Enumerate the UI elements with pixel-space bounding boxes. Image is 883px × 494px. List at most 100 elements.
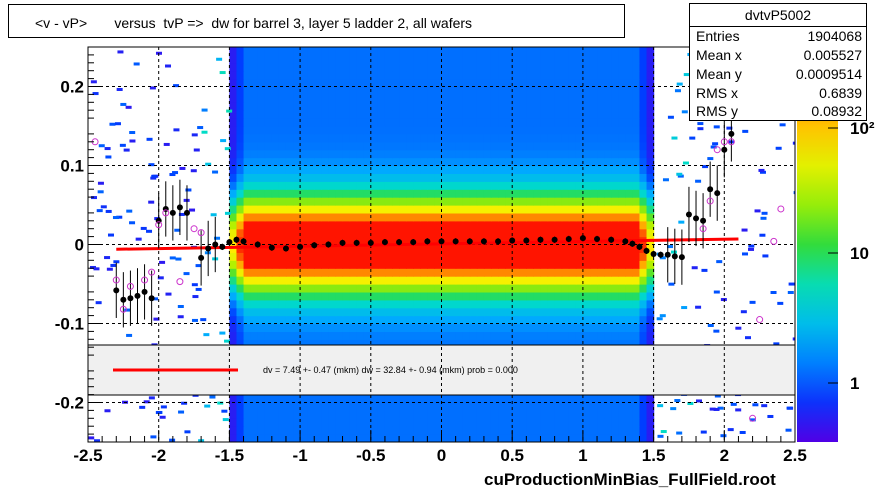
heatmap-cell [314, 94, 322, 103]
heatmap-cell [589, 133, 598, 143]
heatmap-cell [498, 62, 506, 72]
heatmap-cell [293, 339, 301, 348]
heatmap-cell [512, 181, 520, 190]
profile-point [254, 241, 261, 248]
heatmap-cell [597, 189, 605, 198]
heatmap-cell [148, 163, 155, 167]
heatmap-cell [512, 212, 520, 222]
heatmap-cell [191, 133, 198, 137]
heatmap-cell [597, 228, 605, 238]
heatmap-cell [264, 236, 273, 246]
heatmap-cell [476, 426, 485, 435]
heatmap-cell [498, 205, 506, 214]
heatmap-cell [278, 339, 287, 348]
heatmap-cell [526, 197, 535, 206]
heatmap-cell [632, 157, 641, 167]
heatmap-cell [448, 133, 457, 143]
heatmap-cell [483, 402, 492, 411]
heatmap-cell [561, 426, 570, 435]
heatmap-cell [519, 205, 527, 214]
heatmap-cell [293, 165, 301, 174]
heatmap-cell [677, 174, 684, 178]
heatmap-cell [264, 394, 273, 404]
heatmap-cell [427, 78, 436, 88]
heatmap-cell [307, 118, 315, 127]
heatmap-cell [575, 181, 584, 190]
heatmap-cell [392, 181, 400, 190]
heatmap-cell [169, 438, 176, 442]
heatmap-cell [250, 173, 259, 182]
heatmap-cell [392, 307, 400, 317]
heatmap-cell [321, 189, 329, 198]
heatmap-cell [271, 244, 280, 253]
heatmap-cell [554, 244, 563, 253]
heatmap-cell [519, 173, 527, 182]
heatmap-cell [420, 126, 428, 135]
heatmap-cell [582, 189, 591, 198]
heatmap-cell [384, 197, 393, 206]
heatmap-cell [427, 141, 436, 151]
heatmap-cell [321, 181, 329, 190]
heatmap-cell [476, 315, 485, 325]
heatmap-cell [483, 94, 492, 103]
heatmap-cell [589, 197, 598, 206]
heatmap-cell [314, 394, 322, 404]
heatmap-cell [264, 307, 273, 317]
heatmap-cell [561, 339, 570, 348]
heatmap-cell [490, 165, 499, 174]
heatmap-cell [243, 126, 252, 135]
heatmap-cell [455, 339, 464, 348]
heatmap-cell [264, 86, 273, 95]
heatmap-cell [568, 133, 577, 143]
heatmap-cell [639, 331, 648, 340]
heatmap-cell [285, 118, 294, 127]
heatmap-cell [370, 197, 379, 206]
heatmap-cell [285, 426, 294, 435]
heatmap-cell [547, 244, 556, 253]
heatmap-cell [597, 197, 605, 206]
heatmap-cell [441, 86, 450, 95]
heatmap-cell [639, 102, 648, 111]
heatmap-cell [149, 86, 156, 90]
heatmap-cell [264, 268, 273, 277]
heatmap-cell [533, 78, 542, 88]
heatmap-cell [349, 181, 358, 190]
heatmap-cell [462, 426, 471, 435]
heatmap-cell [236, 299, 245, 309]
heatmap-cell [526, 157, 535, 167]
heatmap-cell [384, 102, 393, 111]
heatmap-cell [420, 47, 428, 56]
heatmap-cell [413, 149, 421, 159]
heatmap-cell [257, 394, 266, 404]
heatmap-cell [498, 141, 506, 151]
heatmap-cell [236, 402, 245, 411]
heatmap-cell [533, 339, 542, 348]
heatmap-cell [483, 260, 492, 269]
heatmap-cell [349, 307, 358, 317]
heatmap-cell [420, 133, 428, 143]
heatmap-cell [271, 141, 280, 151]
heatmap-cell [321, 94, 329, 103]
heatmap-cell [568, 181, 577, 190]
heatmap-cell [519, 118, 527, 127]
heatmap-cell [413, 410, 421, 419]
heatmap-cell [589, 331, 598, 340]
heatmap-cell [278, 212, 287, 222]
heatmap-cell [300, 418, 308, 427]
heatmap-cell [646, 228, 655, 238]
heatmap-cell [519, 102, 527, 111]
heatmap-cell [490, 70, 499, 80]
profile-points [113, 106, 735, 328]
heatmap-cell [777, 301, 784, 305]
title-box: <v - vP> versus tvP => dw for barrel 3, … [8, 4, 625, 38]
heatmap-cell [342, 331, 351, 340]
heatmap-cell [589, 426, 598, 435]
heatmap-cell [177, 305, 184, 309]
heatmap-cell [441, 212, 450, 222]
heatmap-cell [356, 212, 365, 222]
heatmap-cell [505, 47, 513, 56]
heatmap-cell [328, 426, 337, 435]
heatmap-cell [639, 252, 648, 261]
heatmap-cell [363, 86, 372, 95]
heatmap-cell [462, 126, 471, 135]
